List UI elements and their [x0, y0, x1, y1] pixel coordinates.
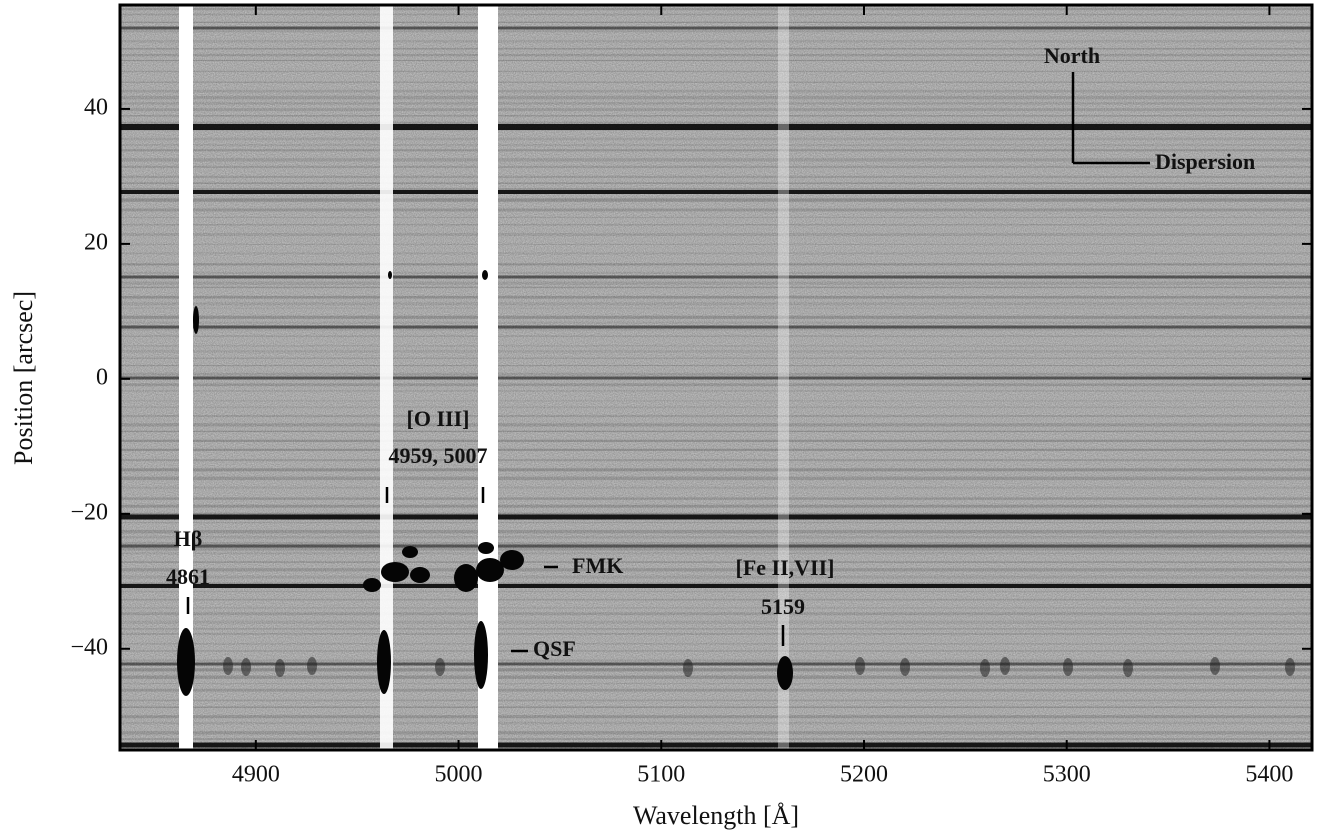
spectrum-image: [120, 5, 1312, 750]
emission-blob: [476, 558, 504, 582]
emission-blob: [402, 546, 418, 558]
emission-blob: [777, 656, 793, 690]
emission-spot: [980, 659, 990, 677]
annotation: Dispersion: [1155, 149, 1255, 174]
y-tick-label: 40: [84, 94, 108, 120]
noise: [120, 5, 1312, 750]
emission-blob: [193, 306, 199, 334]
sky-band: [778, 5, 789, 750]
emission-spot: [307, 657, 317, 675]
emission-spot: [1063, 658, 1073, 676]
emission-blob: [478, 542, 494, 554]
emission-blob: [410, 567, 430, 583]
annotation: 5159: [761, 594, 805, 619]
emission-blob: [482, 270, 488, 280]
y-tick-label: −20: [70, 499, 108, 525]
annotation: [O III]: [407, 406, 470, 431]
y-tick-label: 0: [96, 364, 108, 390]
x-tick-label: 5200: [840, 762, 888, 788]
annotation: QSF: [533, 636, 576, 661]
annotation: Hβ: [174, 526, 203, 551]
emission-spot: [275, 659, 285, 677]
emission-spot: [1000, 657, 1010, 675]
annotation: 4861: [166, 564, 210, 589]
emission-spot: [1210, 657, 1220, 675]
annotation: North: [1044, 43, 1100, 68]
emission-blob: [500, 550, 524, 570]
emission-spot: [855, 657, 865, 675]
y-axis-label: Position [arcsec]: [9, 291, 38, 465]
x-tick-label: 5300: [1043, 762, 1091, 788]
x-tick-label: 5000: [435, 762, 483, 788]
plot-frame: [118, 3, 1314, 752]
emission-blob: [363, 578, 381, 592]
y-tick-label: −40: [70, 634, 108, 660]
emission-blob: [454, 564, 478, 592]
annotation: FMK: [572, 553, 623, 578]
emission-blob: [377, 630, 391, 694]
emission-spot: [435, 658, 445, 676]
emission-blob: [388, 271, 392, 279]
emission-spot: [223, 657, 233, 675]
annotation: 4959, 5007: [389, 443, 488, 468]
sky-band: [179, 5, 193, 750]
emission-blob: [474, 621, 488, 689]
emission-spot: [683, 659, 693, 677]
x-tick-label: 4900: [232, 762, 280, 788]
y-tick-label: 20: [84, 229, 108, 255]
emission-blob: [381, 562, 409, 582]
emission-spot: [900, 658, 910, 676]
emission-spot: [1285, 658, 1295, 676]
emission-blob: [177, 628, 195, 696]
x-tick-label: 5400: [1245, 762, 1293, 788]
x-tick-label: 5100: [637, 762, 685, 788]
annotation: [Fe II,VII]: [736, 555, 835, 580]
x-axis-label: Wavelength [Å]: [633, 801, 799, 830]
emission-spot: [1123, 659, 1133, 677]
emission-spot: [241, 658, 251, 676]
